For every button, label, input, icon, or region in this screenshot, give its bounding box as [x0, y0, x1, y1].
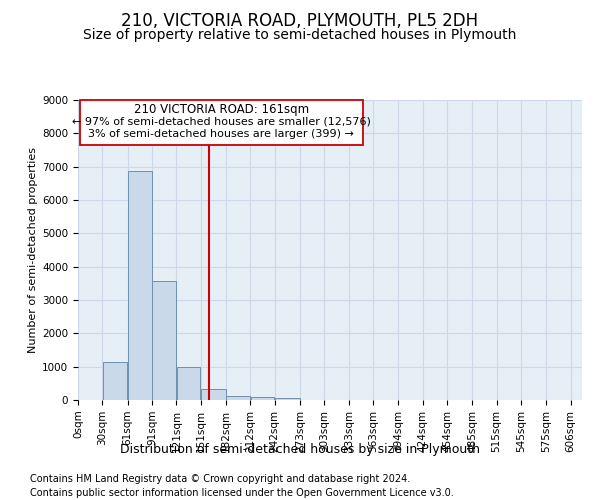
- Bar: [80, 100, 362, 145]
- Text: Distribution of semi-detached houses by size in Plymouth: Distribution of semi-detached houses by …: [120, 442, 480, 456]
- Text: ← 97% of semi-detached houses are smaller (12,576): ← 97% of semi-detached houses are smalle…: [71, 116, 371, 126]
- Text: Size of property relative to semi-detached houses in Plymouth: Size of property relative to semi-detach…: [83, 28, 517, 42]
- Bar: [226, 396, 250, 400]
- Text: Contains public sector information licensed under the Open Government Licence v3: Contains public sector information licen…: [30, 488, 454, 498]
- Bar: [103, 362, 127, 400]
- Y-axis label: Number of semi-detached properties: Number of semi-detached properties: [28, 147, 38, 353]
- Text: 210, VICTORIA ROAD, PLYMOUTH, PL5 2DH: 210, VICTORIA ROAD, PLYMOUTH, PL5 2DH: [121, 12, 479, 30]
- Bar: [152, 282, 176, 400]
- Bar: [275, 398, 299, 400]
- Text: 210 VICTORIA ROAD: 161sqm: 210 VICTORIA ROAD: 161sqm: [134, 102, 308, 116]
- Text: Contains HM Land Registry data © Crown copyright and database right 2024.: Contains HM Land Registry data © Crown c…: [30, 474, 410, 484]
- Bar: [128, 170, 152, 400]
- Text: 3% of semi-detached houses are larger (399) →: 3% of semi-detached houses are larger (3…: [88, 129, 354, 139]
- Bar: [201, 388, 226, 400]
- Bar: [176, 367, 200, 400]
- Bar: [251, 398, 274, 400]
